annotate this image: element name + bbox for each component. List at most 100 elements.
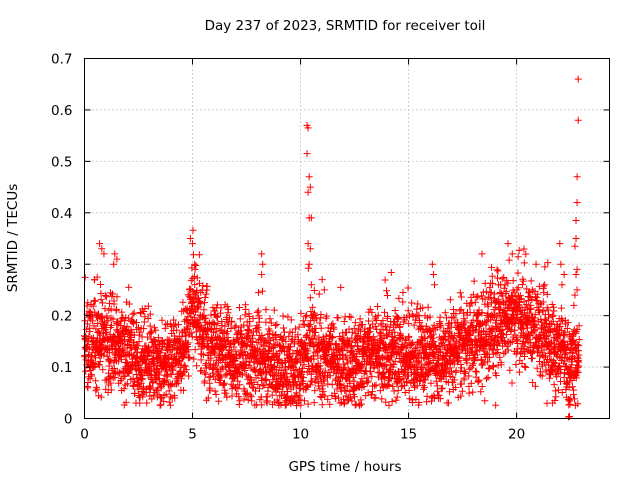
- data-point: [209, 336, 217, 344]
- data-point: [382, 360, 390, 368]
- data-point: [558, 281, 566, 289]
- data-point: [503, 342, 511, 350]
- data-point: [531, 311, 539, 319]
- data-point: [460, 374, 468, 382]
- data-point: [125, 300, 133, 308]
- data-point: [329, 333, 337, 341]
- data-point: [211, 375, 219, 383]
- data-point: [388, 397, 396, 405]
- data-point: [484, 293, 492, 301]
- data-point: [492, 372, 500, 380]
- data-point: [326, 400, 334, 408]
- data-point: [254, 326, 262, 334]
- data-point: [404, 284, 412, 292]
- data-point: [475, 376, 483, 384]
- data-point: [378, 395, 386, 403]
- data-point: [184, 346, 192, 354]
- data-point: [381, 362, 389, 370]
- data-point: [453, 349, 461, 357]
- data-point: [155, 344, 163, 352]
- data-point: [383, 323, 391, 331]
- data-point: [361, 325, 369, 333]
- data-point: [262, 318, 270, 326]
- data-point: [223, 327, 231, 335]
- data-point: [219, 380, 227, 388]
- data-point: [504, 279, 512, 287]
- data-point: [552, 393, 560, 401]
- data-point: [347, 313, 355, 321]
- data-point: [87, 370, 95, 378]
- data-point: [405, 312, 413, 320]
- data-point: [262, 306, 270, 314]
- data-point: [531, 324, 539, 332]
- data-point: [211, 307, 219, 315]
- data-point: [447, 368, 455, 376]
- data-point: [119, 340, 127, 348]
- data-point: [224, 305, 232, 313]
- data-point: [380, 308, 388, 316]
- data-point: [427, 379, 435, 387]
- data-point: [540, 289, 548, 297]
- data-point: [450, 376, 458, 384]
- data-point: [436, 395, 444, 403]
- data-point: [311, 332, 319, 340]
- data-point: [447, 342, 455, 350]
- data-point: [373, 317, 381, 324]
- data-point: [298, 365, 306, 373]
- data-point: [480, 358, 488, 366]
- data-point: [416, 323, 424, 331]
- data-point: [222, 343, 230, 351]
- data-point: [416, 359, 424, 367]
- data-point: [390, 360, 398, 368]
- data-point: [468, 299, 476, 307]
- data-point: [193, 274, 201, 282]
- data-point: [245, 322, 253, 330]
- data-point: [487, 289, 495, 297]
- data-point: [250, 378, 258, 386]
- data-point: [231, 323, 239, 331]
- data-point: [482, 349, 490, 357]
- data-point: [414, 300, 422, 308]
- data-point: [209, 369, 217, 377]
- data-point: [143, 399, 151, 407]
- data-point: [514, 269, 522, 277]
- data-point: [303, 383, 311, 391]
- data-point: [173, 380, 181, 388]
- data-point: [467, 379, 475, 387]
- data-point: [374, 302, 382, 310]
- data-point: [551, 325, 559, 333]
- data-point: [335, 362, 343, 370]
- data-point: [232, 322, 240, 330]
- x-axis-label: GPS time / hours: [288, 459, 401, 475]
- data-point: [470, 277, 478, 285]
- data-point: [557, 378, 564, 386]
- data-point: [258, 250, 266, 258]
- data-point: [248, 397, 256, 405]
- data-point: [465, 372, 473, 380]
- data-point: [195, 316, 203, 324]
- data-point: [343, 346, 351, 354]
- data-point: [140, 307, 148, 315]
- data-point: [235, 393, 243, 401]
- data-point: [152, 326, 160, 334]
- data-point: [549, 311, 557, 319]
- data-point: [452, 384, 460, 392]
- data-point: [481, 397, 489, 405]
- data-point: [260, 368, 268, 376]
- data-point: [365, 317, 373, 325]
- data-point: [494, 267, 502, 275]
- data-point: [402, 378, 410, 386]
- data-point: [419, 304, 427, 312]
- data-point: [124, 314, 132, 322]
- data-point: [113, 305, 121, 313]
- data-point: [465, 365, 473, 373]
- data-point: [184, 324, 192, 332]
- data-point: [331, 389, 339, 397]
- data-point: [194, 340, 202, 348]
- data-point: [321, 367, 329, 375]
- data-point: [371, 382, 379, 390]
- data-point: [184, 339, 192, 347]
- data-point: [230, 339, 238, 347]
- data-point: [381, 276, 389, 284]
- data-point: [345, 313, 353, 321]
